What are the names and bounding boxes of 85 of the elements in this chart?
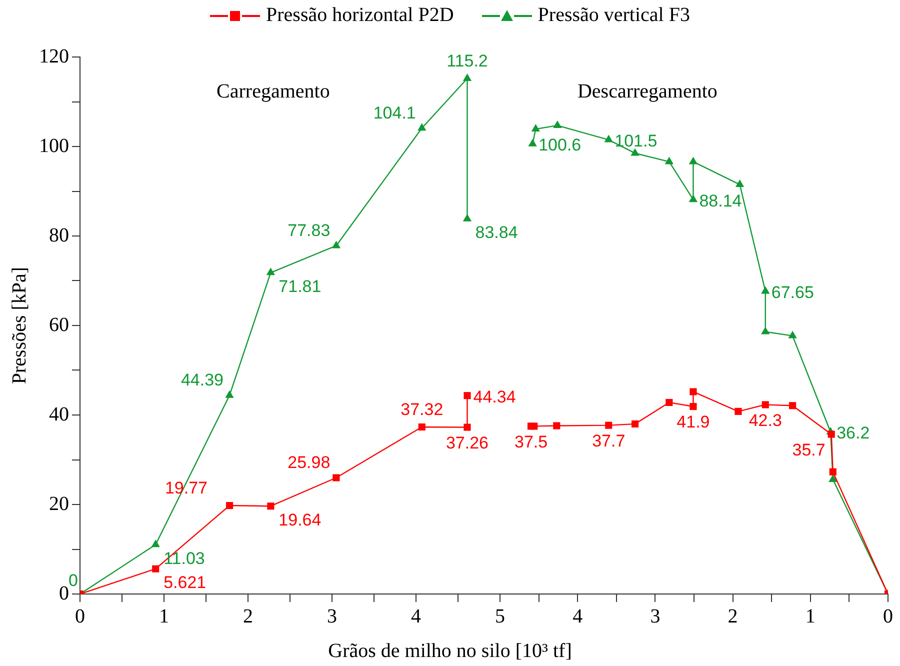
point <box>462 73 472 81</box>
x-tick-label: 0 <box>75 605 85 628</box>
point <box>464 392 471 400</box>
data-label: 37.7 <box>592 431 626 450</box>
point <box>464 424 471 431</box>
data-label: 104.1 <box>373 103 416 122</box>
data-label: 100.6 <box>538 136 582 155</box>
point <box>664 156 674 164</box>
point <box>553 422 560 430</box>
x-tick-label: 0 <box>883 605 893 628</box>
y-tick-label: 60 <box>49 314 69 336</box>
point <box>332 240 341 248</box>
y-tick-label: 0 <box>59 582 69 604</box>
point <box>226 502 234 510</box>
data-label: 19.64 <box>278 510 322 530</box>
point <box>604 134 613 142</box>
x-axis-title: Grãos de milho no silo [10³ tf] <box>327 640 573 663</box>
x-tick-label: 4 <box>411 605 421 628</box>
legend-label: Pressão vertical F3 <box>538 4 690 27</box>
point <box>151 540 160 548</box>
data-label: 101.5 <box>614 131 658 150</box>
y-tick-label: 100 <box>39 134 69 157</box>
data-label: 67.65 <box>771 282 814 302</box>
point <box>332 474 340 482</box>
point <box>761 326 770 334</box>
point <box>789 402 796 410</box>
data-label: 41.9 <box>676 412 710 432</box>
y-tick-label: 120 <box>39 45 69 68</box>
data-label: 5.621 <box>164 573 206 592</box>
point <box>225 390 234 398</box>
point <box>418 123 426 131</box>
point <box>266 268 276 276</box>
x-tick-label: 3 <box>327 605 337 628</box>
annotation: Descarregamento <box>577 80 718 102</box>
point <box>605 422 612 429</box>
point <box>734 408 742 415</box>
x-tick-label: 1 <box>805 605 816 628</box>
point <box>418 423 426 431</box>
data-label: 44.34 <box>473 387 516 406</box>
point <box>762 401 769 408</box>
data-label: 25.98 <box>288 452 330 472</box>
y-tick-label: 20 <box>49 492 69 515</box>
y-tick-label: 80 <box>49 224 69 246</box>
point <box>788 330 797 338</box>
data-label: 37.26 <box>446 433 489 452</box>
legend-label: Pressão horizontal P2D <box>266 4 454 27</box>
data-label: 37.32 <box>400 400 444 420</box>
point <box>735 180 744 188</box>
x-tick-label: 5 <box>495 605 505 628</box>
point <box>531 124 540 132</box>
point <box>553 120 562 128</box>
point <box>462 214 472 222</box>
point <box>666 398 673 406</box>
point <box>631 420 639 428</box>
point <box>761 286 770 294</box>
point <box>267 502 274 510</box>
point <box>530 422 538 430</box>
data-label: 71.81 <box>278 276 322 296</box>
point <box>690 402 697 410</box>
data-label: 37.5 <box>514 432 548 452</box>
data-label: 36.2 <box>836 424 870 443</box>
point <box>688 156 698 164</box>
x-tick-label: 2 <box>243 605 253 628</box>
point <box>690 388 697 396</box>
data-label: 35.7 <box>792 440 826 460</box>
x-tick-label: 3 <box>650 605 660 628</box>
point <box>829 468 836 476</box>
point <box>828 430 835 438</box>
data-label: 77.83 <box>288 220 330 240</box>
y-axis-title: Pressões [kPa] <box>8 266 30 384</box>
x-tick-label: 4 <box>572 605 583 628</box>
data-label: 88.14 <box>699 191 742 210</box>
y-tick-label: 40 <box>49 403 69 426</box>
x-tick-label: 2 <box>728 605 738 628</box>
data-label: 115.2 <box>446 52 488 71</box>
point <box>152 565 160 572</box>
x-tick-label: 1 <box>159 605 169 628</box>
data-label: 42.3 <box>748 410 782 430</box>
point <box>688 194 698 202</box>
data-label: 11.03 <box>164 548 205 568</box>
point <box>528 138 537 146</box>
data-label: 44.39 <box>180 370 224 390</box>
data-label: 83.84 <box>475 223 518 242</box>
annotation: Carregamento <box>216 80 330 102</box>
point <box>630 148 640 156</box>
